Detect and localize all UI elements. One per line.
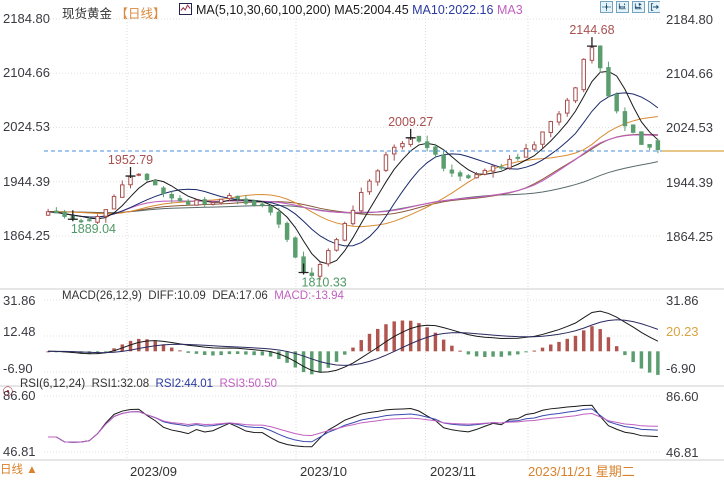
svg-text:1810.33: 1810.33 [302,276,347,290]
svg-text:1889.04: 1889.04 [71,222,116,236]
svg-text:2009.27: 2009.27 [388,115,433,129]
svg-text:2144.68: 2144.68 [569,23,614,37]
svg-text:1952.79: 1952.79 [108,153,153,167]
